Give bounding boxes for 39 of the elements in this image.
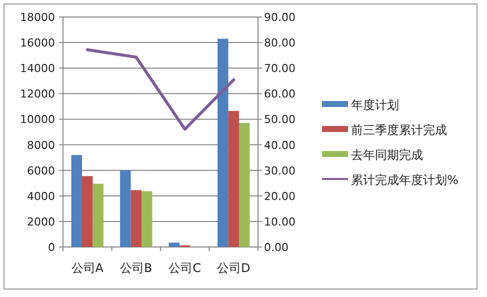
y2-tick-label: 50.00 [264,113,296,126]
x-tick-label: 公司A [71,261,104,275]
legend-label: 去年同期完成 [351,148,423,162]
bar [71,155,82,247]
legend-label: 累计完成年度计划% [351,173,458,187]
bar [218,38,228,247]
y2-tick-label: 20.00 [264,190,296,203]
y-tick-label: 16000 [20,36,55,50]
bar [92,184,104,247]
y-tick-label: 14000 [20,62,55,76]
y-tick-label: 10000 [20,113,55,126]
y-tick-label: 6000 [27,164,55,178]
y2-tick-label: 40.00 [264,138,296,152]
y-tick-label: 4000 [27,190,55,203]
y-tick-label: 8000 [27,138,55,152]
y-tick-label: 12000 [20,88,55,101]
y2-tick-label: 10.00 [264,215,296,228]
bar [228,110,239,247]
y2-tick-label: 90.00 [264,11,296,24]
x-tick-label: 公司C [168,261,202,275]
y2-tick-label: 70.00 [264,62,296,76]
y2-tick-label: 60.00 [264,88,296,101]
y2-tick-label: 0.00 [264,241,288,254]
legend-label: 前三季度累计完成 [351,123,447,137]
bar [82,176,93,247]
y2-tick-label: 30.00 [264,164,296,178]
y-tick-label: 2000 [27,215,55,228]
bar [168,242,180,247]
y-tick-label: 18000 [20,11,55,24]
legend-label: 年度计划 [351,98,399,112]
y-tick-label: 0 [48,241,55,254]
bar [141,191,152,247]
bar [130,190,142,247]
bar [120,170,131,247]
bar [238,122,250,247]
x-tick-label: 公司D [217,261,250,275]
line-series [86,48,236,131]
x-tick-label: 公司B [120,261,152,275]
y2-tick-label: 80.00 [264,36,296,50]
